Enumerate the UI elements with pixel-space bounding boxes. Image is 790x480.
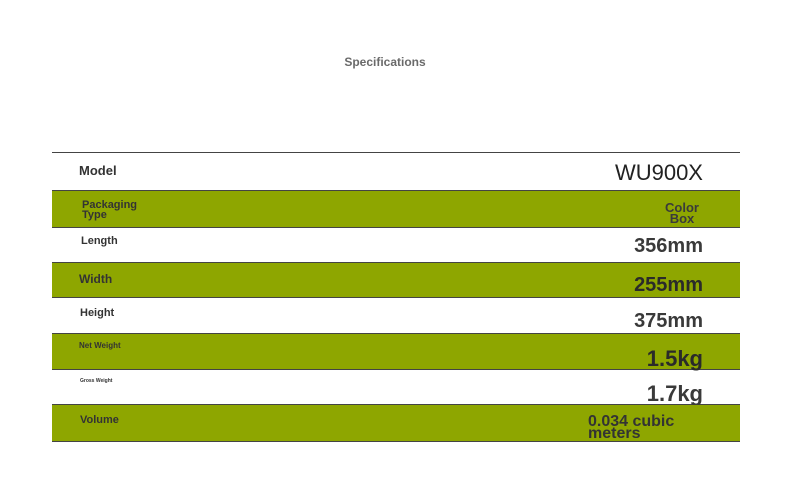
value: Color Box bbox=[665, 200, 699, 226]
value: 1.5kg bbox=[646, 346, 703, 371]
label: Width bbox=[79, 272, 113, 286]
label: Length bbox=[81, 235, 118, 247]
row: Volume 0.034 cubic meters bbox=[52, 405, 740, 442]
value: 375mm bbox=[634, 310, 703, 332]
label: Packaging Type bbox=[82, 199, 138, 221]
label: Volume bbox=[80, 414, 119, 426]
row: Model WU900X bbox=[52, 153, 740, 191]
row: Packaging Type Color Box bbox=[52, 191, 740, 228]
spec-table: Model WU900X Packaging Type Color Box Le… bbox=[52, 152, 740, 442]
row: Width 255mm bbox=[52, 263, 740, 298]
value: 255mm bbox=[634, 274, 703, 296]
value: 1.7kg bbox=[646, 381, 703, 406]
value: 0.034 cubic meters bbox=[588, 413, 675, 442]
label: Model bbox=[79, 163, 117, 178]
value: 356mm bbox=[634, 235, 703, 257]
row: Gross Weight 1.7kg bbox=[52, 370, 740, 406]
label: Height bbox=[80, 307, 115, 319]
title: Specifications bbox=[344, 55, 426, 69]
row: Length 356mm bbox=[52, 228, 740, 263]
row: Height 375mm bbox=[52, 298, 740, 334]
label: Gross Weight bbox=[80, 378, 113, 384]
label: Net Weight bbox=[79, 341, 121, 350]
value: WU900X bbox=[614, 160, 703, 185]
row: Net Weight 1.5kg bbox=[52, 334, 740, 371]
